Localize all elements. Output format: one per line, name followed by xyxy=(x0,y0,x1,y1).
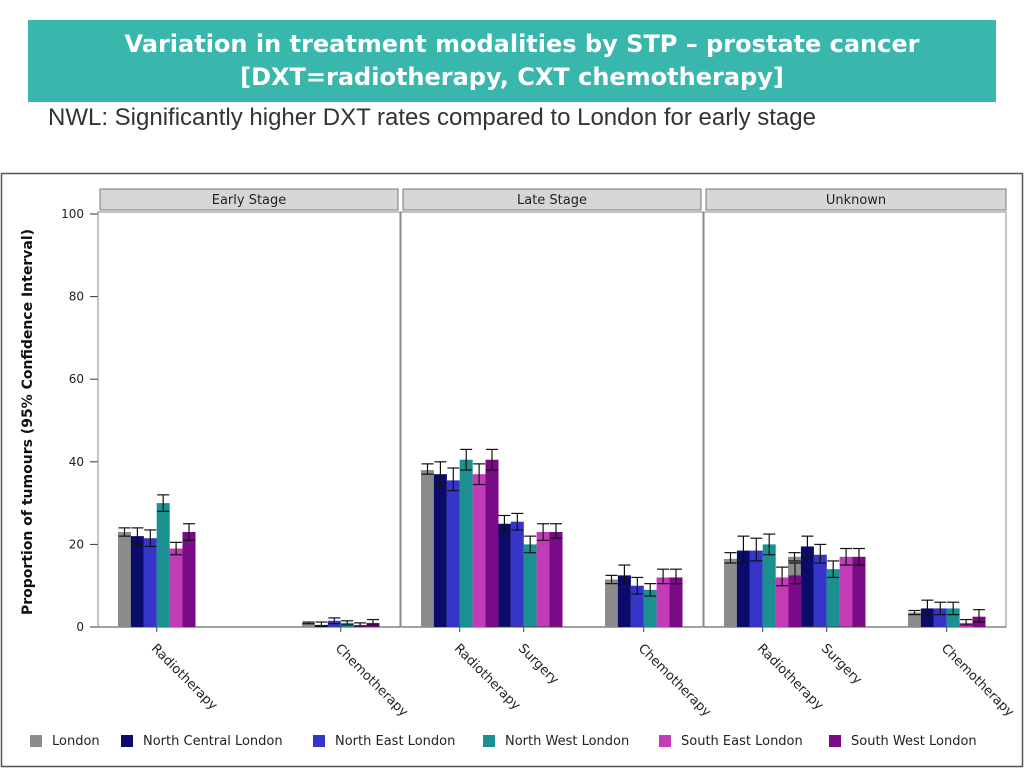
panel-header xyxy=(705,188,1007,211)
panel-header xyxy=(99,188,399,211)
panel-header-label: Early Stage xyxy=(212,193,287,208)
bar-north-central-london xyxy=(130,536,144,627)
bar-south-east-london xyxy=(839,556,853,627)
bar-north-west-london xyxy=(156,503,170,627)
slide-subtitle: NWL: Significantly higher DXT rates comp… xyxy=(48,104,816,131)
bar-south-east-london xyxy=(472,474,486,627)
bar-north-central-london xyxy=(920,608,934,627)
y-tick-label: 20 xyxy=(69,537,84,551)
bar-london xyxy=(724,558,737,627)
panel-header-label: Unknown xyxy=(826,193,886,208)
bar-south-east-london xyxy=(775,577,789,627)
bar-london xyxy=(118,532,131,627)
title-banner: Variation in treatment modalities by STP… xyxy=(28,20,996,102)
bar-north-west-london xyxy=(459,459,473,627)
bar-south-west-london xyxy=(669,577,683,627)
bar-south-west-london xyxy=(485,459,499,627)
bar-north-east-london xyxy=(813,554,827,627)
bar-north-central-london xyxy=(617,575,631,627)
chart-border xyxy=(0,172,1024,768)
bar-south-east-london xyxy=(536,532,550,627)
legend-label: South West London xyxy=(851,734,977,749)
legend-swatch xyxy=(659,735,671,747)
bar-north-west-london xyxy=(762,544,776,627)
bar-london xyxy=(302,622,315,627)
bar-north-west-london xyxy=(946,608,960,627)
bar-london xyxy=(421,470,434,627)
bar-south-west-london xyxy=(852,556,866,627)
bar-north-central-london xyxy=(800,546,814,627)
y-axis-label: Proportion of tumours (95% Confidence In… xyxy=(20,229,36,615)
bar-north-west-london xyxy=(523,544,537,627)
legend-swatch xyxy=(829,735,841,747)
chart-container: Proportion of tumours (95% Confidence In… xyxy=(0,172,1024,768)
bar-north-west-london xyxy=(643,589,657,627)
y-tick-label: 80 xyxy=(69,290,84,304)
bar-south-west-london xyxy=(788,575,802,627)
bar-north-east-london xyxy=(510,521,524,627)
legend-label: South East London xyxy=(681,734,803,749)
y-tick-label: 40 xyxy=(69,455,84,469)
panel-header-label: Late Stage xyxy=(517,193,587,208)
y-tick-label: 100 xyxy=(61,207,84,221)
bar-north-east-london xyxy=(933,608,947,627)
legend-swatch xyxy=(313,735,325,747)
y-tick-label: 60 xyxy=(69,372,84,386)
slide-title-line-1: Variation in treatment modalities by STP… xyxy=(124,30,920,58)
legend-label: North East London xyxy=(335,734,455,749)
y-tick-label: 0 xyxy=(76,620,84,634)
bar-north-west-london xyxy=(826,569,840,627)
bar-north-east-london xyxy=(143,538,157,627)
bar-north-central-london xyxy=(736,550,750,627)
bar-south-west-london xyxy=(549,532,563,627)
slide-title-line-2: [DXT=radiotherapy, CXT chemotherapy] xyxy=(240,63,784,91)
bar-south-east-london xyxy=(656,577,670,627)
bar-south-west-london xyxy=(182,532,196,627)
bar-north-central-london xyxy=(497,523,511,627)
bar-london xyxy=(605,579,618,627)
panel-header xyxy=(402,188,702,211)
legend-label: London xyxy=(52,734,100,749)
bar-chart: Proportion of tumours (95% Confidence In… xyxy=(0,172,1024,768)
legend-swatch xyxy=(30,735,42,747)
legend-label: North Central London xyxy=(143,734,283,749)
bar-north-east-london xyxy=(630,585,644,627)
legend-label: North West London xyxy=(505,734,629,749)
legend-swatch xyxy=(121,735,133,747)
bar-north-east-london xyxy=(446,480,460,627)
legend-swatch xyxy=(483,735,495,747)
bar-south-east-london xyxy=(169,548,183,627)
bar-north-central-london xyxy=(433,474,447,627)
bar-london xyxy=(908,612,921,627)
bar-north-east-london xyxy=(749,550,763,627)
